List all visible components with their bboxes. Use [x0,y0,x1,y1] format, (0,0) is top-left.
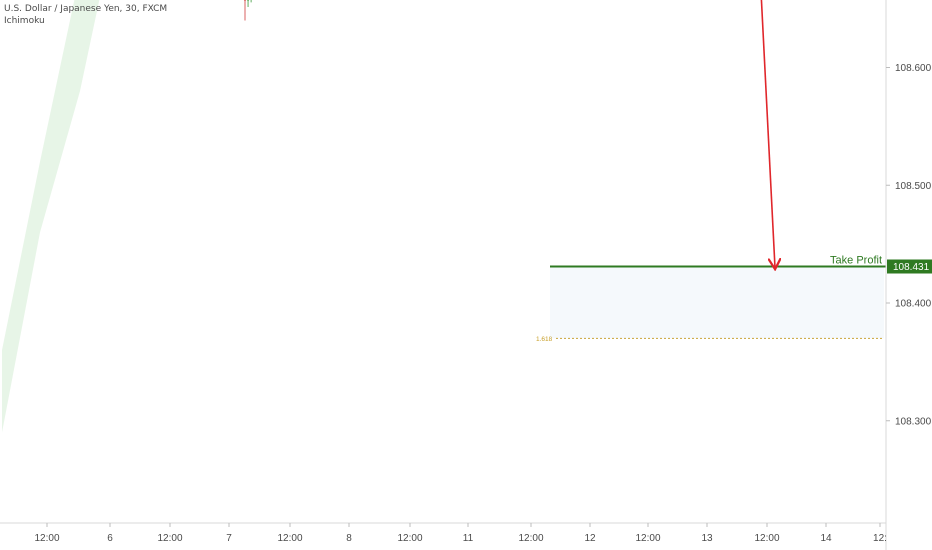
time-tick-label: 7 [226,533,232,544]
time-tick-label: 6 [107,533,113,544]
forecast-arrow [760,0,775,268]
time-axis: 12:00 6 12:00 7 12:00 8 12:00 11 12:00 12 12:00 13 1… [0,522,887,544]
price-tick-label: 108.600 [895,63,932,74]
price-axis: 109.500109.400109.300109.200109.100109.0… [885,0,932,550]
ichimoku-cloud [2,0,100,433]
time-tick-label: 12:00 [518,533,543,544]
time-tick-label: 12 [584,533,596,544]
cloud-segment-1 [2,0,100,433]
level-label: Take Profit [830,254,882,266]
price-tick-label: 108.400 [895,299,932,310]
level-price-value: 108.431 [893,262,930,273]
time-tick-label: 12:00 [635,533,660,544]
time-tick-label: 8 [346,533,352,544]
price-tick-label: 108.500 [895,181,932,192]
pattern-arrows [760,0,775,268]
target-zone [550,266,884,339]
level-price-tag [887,259,932,274]
price-tick-label: 108.300 [895,416,932,427]
time-tick-label: 12: [873,533,887,544]
symbol-title: U.S. Dollar / Japanese Yen, 30, FXCM [4,4,168,14]
indicator-label: Ichimoku [4,16,45,26]
time-tick-label: 12:00 [157,533,182,544]
fib-levels: 0.61850.00%1.618 [536,266,884,343]
fib-label: 1.618 [536,336,553,343]
time-tick-label: 12:00 [397,533,422,544]
time-tick-label: 12:00 [34,533,59,544]
time-tick-label: 12:00 [754,533,779,544]
time-tick-label: 13 [701,533,713,544]
trade-levels: Stop Loss109.279Sell Entry109.067Take Pr… [550,254,932,274]
time-tick-label: 12:00 [277,533,302,544]
candles [244,0,252,21]
time-tick-label: 14 [820,533,832,544]
time-tick-label: 11 [463,533,474,544]
